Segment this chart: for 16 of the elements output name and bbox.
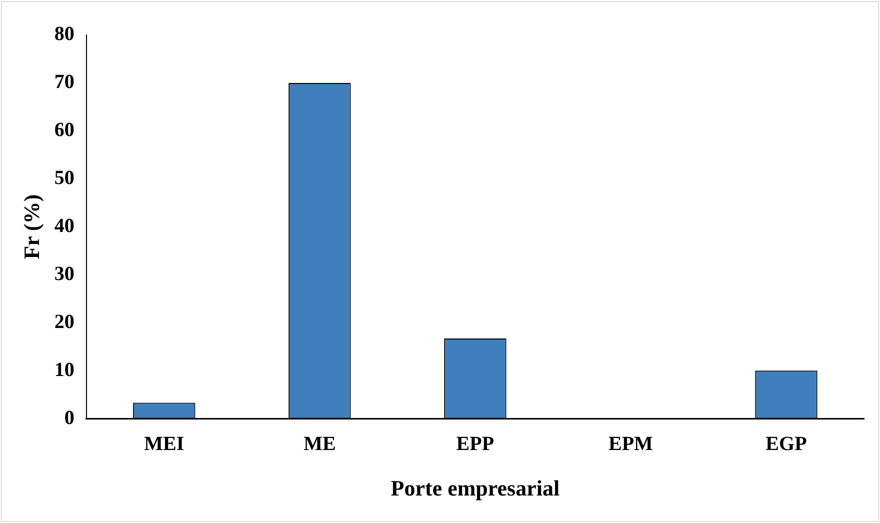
y-tick-label: 70 bbox=[54, 71, 74, 94]
y-tick-label: 60 bbox=[54, 119, 74, 142]
y-axis-title: Fr (%) bbox=[18, 194, 44, 260]
x-tick-label: EPP bbox=[456, 432, 494, 455]
y-tick-label: 40 bbox=[54, 214, 74, 237]
x-tick-label: MEI bbox=[144, 432, 184, 455]
y-tick-label: 10 bbox=[54, 358, 74, 381]
y-tick-label: 50 bbox=[54, 167, 74, 190]
x-tick-label: EGP bbox=[766, 432, 807, 455]
y-tick-label: 0 bbox=[64, 406, 74, 429]
x-tick-label: EPM bbox=[608, 432, 654, 455]
y-tick-label: 30 bbox=[54, 262, 74, 285]
y-tick-label: 80 bbox=[54, 23, 74, 46]
x-axis-title: Porte empresarial bbox=[390, 475, 560, 500]
y-tick-label: 20 bbox=[54, 310, 74, 333]
x-tick-label: ME bbox=[304, 432, 336, 455]
